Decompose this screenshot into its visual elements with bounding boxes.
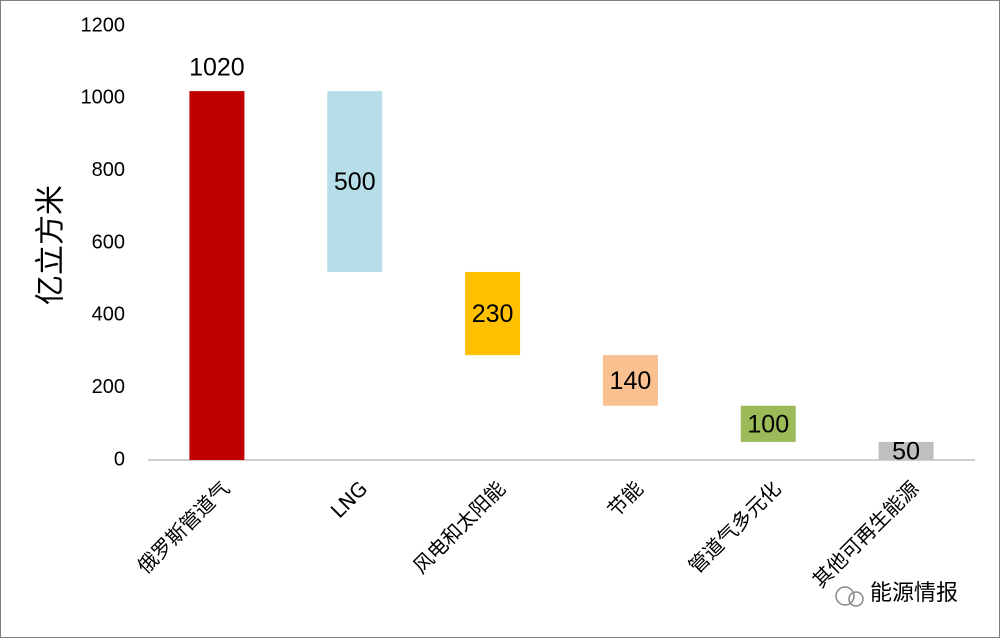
x-tick-label: 俄罗斯管道气	[133, 476, 235, 578]
value-label: 500	[334, 168, 376, 196]
y-tick-label: 1000	[81, 87, 126, 109]
value-label: 50	[892, 438, 920, 466]
value-label: 100	[747, 410, 789, 438]
x-tick-label: LNG	[326, 476, 372, 522]
bar	[878, 441, 934, 460]
y-tick-label: 1200	[81, 14, 126, 36]
y-tick-label: 400	[92, 304, 125, 326]
value-label: 140	[610, 367, 652, 395]
value-label: 230	[472, 300, 514, 328]
bar	[189, 91, 245, 460]
y-tick-label: 800	[92, 159, 125, 181]
y-tick-label: 200	[92, 376, 125, 398]
bar	[327, 91, 383, 272]
watermark-icon	[835, 586, 864, 607]
bar	[465, 271, 521, 356]
watermark: 能源情报	[870, 581, 958, 606]
y-axis-label: 亿立方米	[34, 185, 69, 305]
y-tick-label: 600	[92, 231, 125, 253]
x-tick-label: 风电和太阳能	[408, 476, 510, 578]
bar	[602, 355, 658, 406]
x-tick-label: 其他可再生能源	[808, 476, 924, 592]
x-tick-label: 管道气多元化	[684, 476, 786, 578]
value-label: 1020	[189, 54, 245, 82]
x-tick-label: 节能	[603, 476, 648, 521]
y-tick-label: 0	[114, 448, 125, 470]
bar	[740, 405, 796, 442]
